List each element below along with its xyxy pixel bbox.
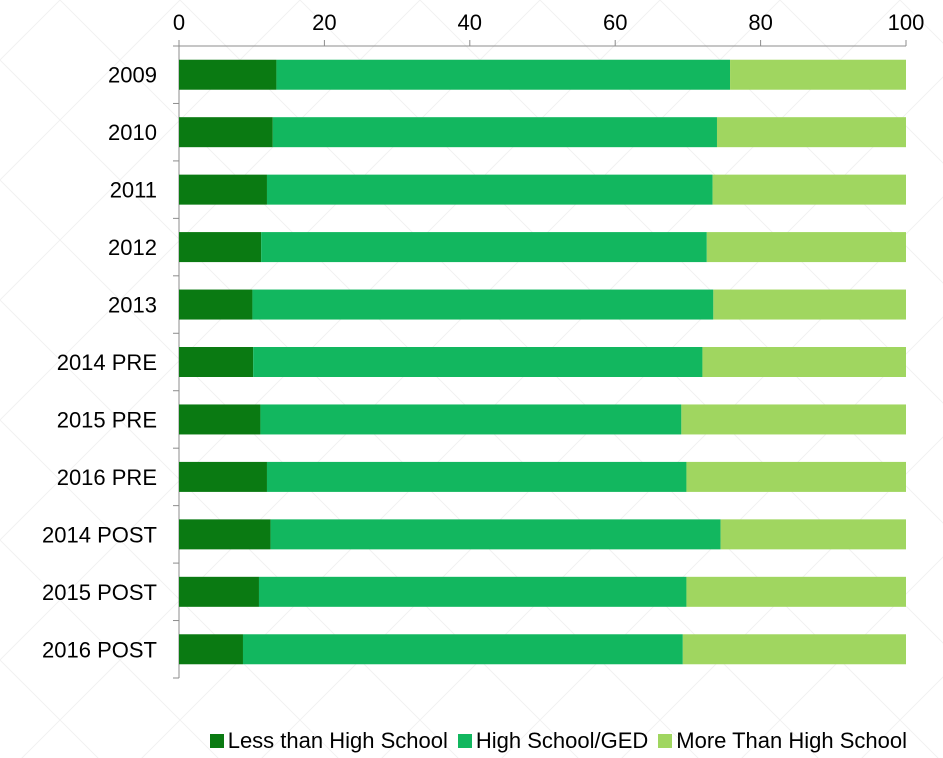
bar-segment — [261, 232, 707, 263]
bar-segment — [681, 404, 906, 435]
bar-segment — [730, 59, 906, 90]
legend-label: More Than High School — [676, 728, 907, 753]
bar-segment — [252, 289, 714, 320]
category-label: 2010 — [108, 120, 157, 145]
category-label: 2016 POST — [42, 637, 157, 662]
legend-label: Less than High School — [227, 728, 448, 753]
bar-segment — [179, 174, 267, 205]
bar-segment — [686, 461, 906, 492]
legend-swatch — [658, 734, 673, 748]
category-label: 2015 PRE — [57, 407, 157, 432]
category-label: 2009 — [108, 63, 157, 88]
bar-segment — [179, 347, 254, 377]
bar-segment — [253, 347, 703, 377]
bar-segment — [270, 519, 721, 550]
bar-segment — [179, 519, 271, 550]
legend-label: High School/GED — [475, 728, 649, 753]
x-tick-label: 20 — [312, 10, 336, 35]
legend-item: High School/GED — [457, 728, 649, 754]
bar-segment — [179, 232, 262, 263]
category-label: 2014 PRE — [57, 350, 157, 375]
category-label: 2015 POST — [42, 580, 157, 605]
legend-swatch — [209, 734, 224, 748]
bar-segment — [179, 634, 243, 665]
x-tick-label: 80 — [748, 10, 772, 35]
bar-segment — [276, 59, 731, 90]
legend-item: More Than High School — [658, 728, 907, 754]
category-label: 2012 — [108, 235, 157, 260]
x-tick-label: 40 — [458, 10, 482, 35]
legend: Less than High School High School/GED More… — [0, 724, 943, 758]
bar-segment — [272, 117, 717, 148]
bar-segment — [179, 461, 267, 492]
bar-segment — [266, 461, 687, 492]
bar-segment — [179, 289, 253, 320]
category-label: 2016 PRE — [57, 465, 157, 490]
x-tick-label: 100 — [888, 10, 925, 35]
bar-segment — [716, 117, 906, 148]
bar-segment — [702, 347, 906, 377]
legend-item: Less than High School — [209, 728, 448, 754]
category-label: 2014 POST — [42, 522, 157, 547]
category-label: 2011 — [110, 178, 157, 203]
x-tick-label: 0 — [173, 10, 185, 35]
bar-segment — [260, 404, 682, 435]
bar-segment — [706, 232, 906, 263]
bar-segment — [682, 634, 906, 665]
bar-segment — [242, 634, 683, 665]
bar-segment — [266, 174, 713, 205]
bar-segment — [179, 404, 261, 435]
bar-segment — [179, 59, 277, 90]
bar-segment — [179, 117, 273, 148]
category-label: 2013 — [108, 293, 157, 318]
bar-segment — [712, 174, 906, 205]
bar-segment — [258, 576, 687, 607]
x-tick-label: 60 — [603, 10, 627, 35]
bar-segment — [179, 576, 259, 607]
bar-segment — [720, 519, 906, 550]
legend-swatch — [457, 734, 472, 748]
bar-segment — [686, 576, 906, 607]
bar-segment — [713, 289, 906, 320]
